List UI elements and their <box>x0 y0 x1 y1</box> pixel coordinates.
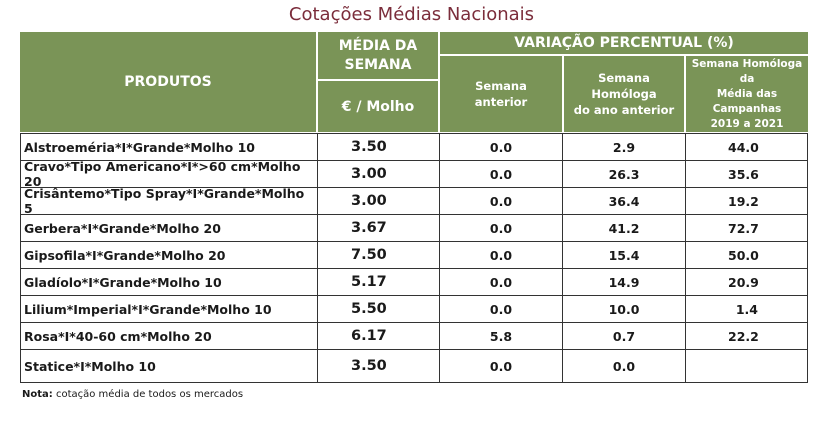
var-homologous-week: 10.0 <box>608 301 640 317</box>
header-campanhas-l1: Semana Homóloga da <box>691 57 803 85</box>
weekly-average: 3.67 <box>351 220 387 236</box>
product-name: Cravo*Tipo Americano*I*>60 cm*Molho 20 <box>24 159 301 189</box>
weekly-average: 3.00 <box>351 166 387 182</box>
product-name: Alstroeméria*I*Grande*Molho 10 <box>24 139 255 155</box>
product-name: Gerbera*I*Grande*Molho 20 <box>24 220 221 236</box>
header-produtos: PRODUTOS <box>20 32 316 132</box>
header-media: MÉDIA DA SEMANA <box>318 32 438 79</box>
var-previous-week: 0.0 <box>489 139 513 155</box>
var-campaign-value: 44.0 <box>728 139 759 155</box>
weekly-average: 6.17 <box>351 328 387 344</box>
product-name: Lilium*Imperial*I*Grande*Molho 10 <box>24 301 272 317</box>
var-campaign-average: 35.6 <box>686 161 808 187</box>
row-divider <box>20 160 808 161</box>
var-campaign-value: 19.2 <box>728 193 759 209</box>
column-divider <box>807 133 808 383</box>
var-campaign-average: 1.4 <box>686 296 808 322</box>
header-unit-label: € / Molho <box>341 98 415 115</box>
header-unit: € / Molho <box>318 81 438 132</box>
var-campaign-average: 20.9 <box>686 269 808 295</box>
var-homologous-week: 0.7 <box>612 328 636 344</box>
weekly-average: 3.50 <box>351 139 387 155</box>
page-title: Cotações Médias Nacionais <box>288 4 535 25</box>
var-previous-week: 0.0 <box>489 274 513 290</box>
var-homologous-week: 15.4 <box>608 247 640 263</box>
row-divider <box>20 214 808 215</box>
var-campaign-average: 72.7 <box>686 215 808 241</box>
var-homologous-week: 2.9 <box>612 139 636 155</box>
row-divider <box>20 187 808 188</box>
column-divider <box>439 133 440 383</box>
var-previous-week: 0.0 <box>489 166 513 182</box>
var-previous-week: 0.0 <box>489 301 513 317</box>
product-name: Gipsofila*I*Grande*Molho 20 <box>24 247 226 263</box>
header-campanhas-l3: 2019 a 2021 <box>710 117 784 130</box>
var-campaign-value: 72.7 <box>728 220 759 236</box>
product-name: Rosa*I*40-60 cm*Molho 20 <box>24 328 212 344</box>
var-campaign-average: 19.2 <box>686 188 808 214</box>
footnote-text: cotação média de todos os mercados <box>52 389 244 400</box>
var-campaign-average: 44.0 <box>686 134 808 160</box>
header-homologa-l1: Semana Homóloga <box>591 71 657 101</box>
header-produtos-label: PRODUTOS <box>124 74 212 90</box>
var-campaign-average: 22.2 <box>686 323 808 349</box>
var-previous-week: 5.8 <box>489 328 513 344</box>
var-previous-week: 0.0 <box>489 358 513 374</box>
var-homologous-week: 14.9 <box>608 274 640 290</box>
row-divider <box>20 322 808 323</box>
header-semana-anterior: Semana anterior <box>440 56 562 132</box>
footnote-label: Nota: <box>22 389 53 400</box>
row-divider <box>20 268 808 269</box>
table-bottom-border <box>20 382 808 383</box>
row-divider <box>20 349 808 350</box>
row-divider <box>20 295 808 296</box>
footnote: Nota: cotação média de todos os mercados <box>22 389 243 400</box>
header-semana-l2: anterior <box>474 95 528 109</box>
var-homologous-week: 36.4 <box>608 193 640 209</box>
var-previous-week: 0.0 <box>489 193 513 209</box>
var-homologous-week: 26.3 <box>608 166 640 182</box>
var-campaign-value: 22.2 <box>728 328 759 344</box>
weekly-average: 3.00 <box>351 193 387 209</box>
var-campaign-average: 50.0 <box>686 242 808 268</box>
row-divider <box>20 241 808 242</box>
var-campaign-value: 50.0 <box>728 247 759 263</box>
weekly-average: 7.50 <box>351 247 387 263</box>
var-campaign-average <box>686 353 808 379</box>
column-divider <box>685 133 686 383</box>
var-homologous-week: 0.0 <box>612 358 636 374</box>
header-campanhas-l2: Média das Campanhas <box>712 87 782 115</box>
var-homologous-week: 41.2 <box>608 220 640 236</box>
var-campaign-value: 1.4 <box>735 301 758 317</box>
weekly-average: 5.50 <box>351 301 387 317</box>
product-name: Statice*I*Molho 10 <box>24 358 156 374</box>
var-campaign-value: 20.9 <box>728 274 759 290</box>
table-top-border <box>20 133 808 134</box>
weekly-average: 3.50 <box>351 358 387 374</box>
product-name: Gladíolo*I*Grande*Molho 10 <box>24 274 222 290</box>
product-name: Crisântemo*Tipo Spray*I*Grande*Molho 5 <box>24 186 305 216</box>
header-variacao-label: VARIAÇÃO PERCENTUAL (%) <box>514 35 734 51</box>
column-divider <box>317 133 318 383</box>
header-homologa-l2: do ano anterior <box>573 103 675 117</box>
header-semana-homologa: Semana Homóloga do ano anterior <box>564 56 684 132</box>
header-campanhas: Semana Homóloga da Média das Campanhas 2… <box>686 56 808 132</box>
header-media-line2: SEMANA <box>344 56 412 73</box>
header-semana-l1: Semana <box>475 79 527 93</box>
var-previous-week: 0.0 <box>489 220 513 236</box>
var-previous-week: 0.0 <box>489 247 513 263</box>
header-media-line1: MÉDIA DA <box>338 37 418 54</box>
weekly-average: 5.17 <box>351 274 387 290</box>
column-divider <box>562 133 563 383</box>
var-campaign-value: 35.6 <box>728 166 759 182</box>
header-variacao: VARIAÇÃO PERCENTUAL (%) <box>440 32 808 54</box>
column-divider <box>20 133 21 383</box>
